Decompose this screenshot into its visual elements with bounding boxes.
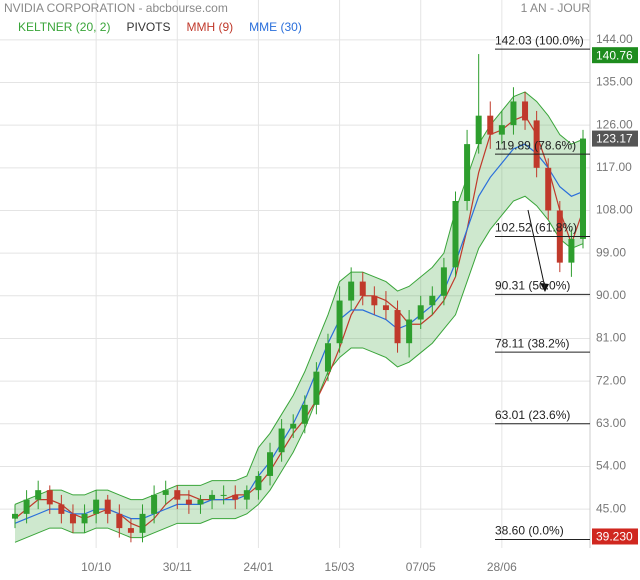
x-tick-label: 28/06: [487, 560, 517, 574]
candle-body: [185, 499, 192, 505]
candle-body: [12, 513, 18, 519]
y-tick-label: 54.00: [596, 459, 626, 473]
candle-body: [23, 499, 30, 514]
y-tick-label: 72.00: [596, 373, 626, 387]
x-tick-label: 24/01: [243, 560, 273, 574]
candle-body: [429, 295, 436, 306]
candle-body: [406, 319, 413, 344]
candle-body: [197, 499, 204, 505]
candle-body: [522, 101, 529, 121]
fib-label: 63.01 (23.6%): [495, 408, 570, 422]
legend-entry: MME (30): [249, 20, 302, 34]
y-tick-label: 126.00: [596, 117, 633, 131]
candle-body: [255, 475, 262, 491]
candle-body: [348, 281, 355, 301]
candle-body: [313, 371, 320, 405]
candle-body: [510, 101, 517, 126]
price-marker-label: 140.76: [596, 48, 633, 62]
plot: [12, 54, 586, 543]
candle-body: [301, 404, 308, 424]
candle-body: [46, 490, 53, 505]
x-tick-label: 10/10: [81, 560, 111, 574]
candle-body: [278, 428, 285, 453]
candle-body: [452, 200, 459, 268]
price-marker: [592, 528, 638, 545]
candle-body: [151, 494, 158, 514]
candle-body: [58, 504, 65, 514]
fib-label: 90.31 (50.0%): [495, 279, 570, 293]
y-tick-label: 90.00: [596, 288, 626, 302]
y-tick-label: 117.00: [596, 160, 632, 174]
chart-title: NVIDIA CORPORATION - abcbourse.com: [4, 1, 228, 15]
price-marker-label: 123.17: [596, 132, 633, 146]
x-tick-label: 30/11: [163, 560, 192, 574]
candle-body: [243, 490, 250, 500]
candle-body: [580, 138, 586, 239]
y-tick-label: 135.00: [596, 75, 633, 89]
y-tick-label: 81.00: [596, 331, 626, 345]
keltner-fill: [15, 91, 583, 543]
candle-body: [209, 494, 216, 500]
x-tick-label: 07/05: [406, 560, 436, 574]
candle-body: [382, 305, 389, 311]
candle-body: [568, 238, 575, 263]
y-tick-label: 144.00: [596, 32, 633, 46]
candle-body: [139, 513, 146, 533]
fib-label: 142.03 (100.0%): [495, 33, 584, 47]
y-tick-label: 108.00: [596, 203, 633, 217]
candle-body: [324, 343, 331, 372]
candle-body: [417, 305, 424, 320]
candle-body: [35, 490, 42, 500]
price-marker: [592, 47, 638, 64]
candle-body: [394, 310, 401, 344]
fib-label: 102.52 (61.8%): [495, 221, 577, 235]
candle-body: [174, 490, 181, 500]
candle-body: [533, 120, 540, 168]
legend-entry: PIVOTS: [126, 20, 170, 34]
arrow-line: [527, 209, 546, 289]
candle-body: [162, 490, 169, 495]
legend-entry: MMH (9): [187, 20, 234, 34]
candle-body: [359, 281, 366, 296]
candle-body: [498, 125, 505, 135]
arrow-head: [540, 283, 549, 292]
legend-entry: KELTNER (20, 2): [18, 20, 110, 34]
candle-body: [220, 494, 227, 496]
candle-body: [475, 115, 482, 145]
price-marker-label: 39.230: [596, 530, 633, 544]
price-marker: [592, 130, 638, 147]
candle-body: [545, 167, 552, 211]
candle-body: [371, 295, 378, 306]
candle-body: [69, 513, 76, 524]
candle-body: [267, 452, 274, 476]
candle-body: [464, 144, 471, 201]
period: 1 AN - JOUR: [521, 1, 591, 15]
candle-body: [81, 513, 88, 524]
x-tick-label: 15/03: [325, 560, 355, 574]
candle-body: [104, 499, 111, 514]
legend: KELTNER (20, 2) PIVOTS MMH (9) MME (30): [18, 20, 302, 34]
candle-body: [232, 494, 239, 500]
candle-body: [336, 300, 343, 344]
candle-body: [127, 528, 134, 533]
candle-body: [290, 423, 297, 429]
keltner-lower: [14, 195, 584, 543]
candle-body: [93, 499, 100, 514]
candle-body: [487, 115, 494, 135]
fib-label: 78.11 (38.2%): [495, 336, 570, 350]
fib-label: 119.89 (78.6%): [495, 138, 576, 152]
candle-body: [116, 513, 123, 529]
fib-label: 38.60 (0.0%): [495, 524, 564, 538]
y-tick-label: 63.00: [596, 416, 626, 430]
candle-body: [440, 267, 447, 296]
y-tick-label: 45.00: [596, 501, 626, 515]
y-tick-label: 99.00: [596, 245, 626, 259]
